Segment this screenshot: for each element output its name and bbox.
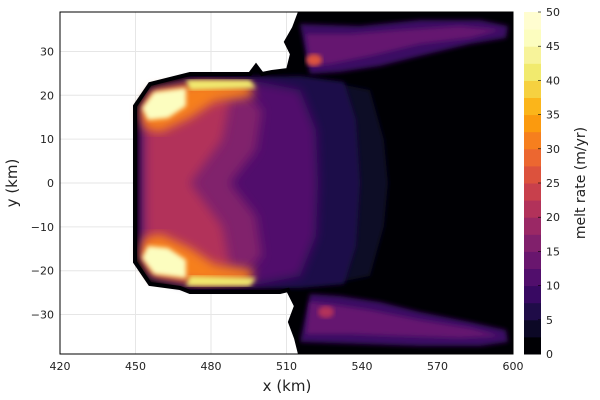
colorbar-tick-label: 0: [546, 348, 553, 361]
colorbar-segment: [524, 131, 541, 150]
colorbar-segment: [524, 63, 541, 81]
y-tick-label: 20: [40, 89, 54, 102]
colorbar-segment: [524, 114, 541, 133]
south-plume-core: [306, 302, 500, 338]
colorbar-segment: [524, 336, 541, 355]
y-tick-label: −10: [31, 221, 54, 234]
colorbar-segment: [524, 148, 541, 167]
colorbar-segment: [524, 268, 541, 287]
colorbar-segment: [524, 46, 541, 64]
y-axis-label: y (km): [3, 159, 21, 208]
colorbar-tick-label: 40: [546, 74, 560, 87]
colorbar-tick-label: 50: [546, 6, 560, 19]
x-tick-label: 600: [503, 360, 524, 373]
north-notch-spot: [306, 54, 322, 66]
south-hotspot-core: [142, 246, 186, 278]
colorbar-tick-label: 10: [546, 280, 560, 293]
shelf-interior-high: [146, 92, 230, 274]
x-tick-label: 480: [201, 360, 222, 373]
south-hotspot-ridge: [186, 276, 256, 286]
colorbar-segment: [524, 200, 541, 218]
colorbar: [524, 12, 541, 355]
colorbar-segment: [524, 12, 541, 30]
colorbar-segment: [524, 251, 541, 269]
colorbar-ticks: 0 5 10 15 20 25 30 35 40 45 50: [538, 6, 560, 361]
colorbar-segment: [524, 165, 541, 184]
x-tick-label: 570: [427, 360, 448, 373]
x-tick-label: 420: [50, 360, 71, 373]
colorbar-label: melt rate (m/yr): [573, 127, 589, 239]
y-tick-label: −20: [31, 265, 54, 278]
y-tick-label: 30: [40, 45, 54, 58]
colorbar-tick-label: 25: [546, 177, 560, 190]
colorbar-segment: [524, 217, 541, 235]
colorbar-tick-label: 20: [546, 211, 560, 224]
colorbar-segment: [524, 234, 541, 252]
x-axis-ticks: 420 450 480 510 540 570 600: [50, 360, 524, 373]
x-tick-label: 540: [352, 360, 373, 373]
south-notch-spot: [318, 306, 334, 318]
colorbar-segment: [524, 319, 541, 338]
colorbar-segment: [524, 80, 541, 98]
y-tick-label: −30: [31, 309, 54, 322]
north-hotspot-ridge: [186, 80, 256, 90]
colorbar-segment: [524, 183, 541, 201]
y-tick-label: 0: [47, 177, 54, 190]
x-tick-label: 510: [276, 360, 297, 373]
colorbar-segment: [524, 29, 541, 47]
north-hotspot-core: [142, 88, 186, 120]
colorbar-tick-label: 30: [546, 143, 560, 156]
x-axis-label: x (km): [263, 377, 312, 395]
colorbar-tick-label: 5: [546, 314, 553, 327]
colorbar-tick-label: 45: [546, 40, 560, 53]
plot-frame: [59, 11, 514, 355]
colorbar-segment: [524, 97, 541, 116]
x-tick-label: 450: [125, 360, 146, 373]
y-axis-ticks: 30 20 10 0 −10 −20 −30: [31, 45, 54, 321]
colorbar-tick-label: 35: [546, 109, 560, 122]
colorbar-tick-label: 15: [546, 245, 560, 258]
y-tick-label: 10: [40, 133, 54, 146]
north-plume-core: [306, 26, 500, 66]
colorbar-segment: [524, 302, 541, 321]
colorbar-segment: [524, 285, 541, 304]
grounding-line: [133, 12, 302, 354]
melt-rate-field: [133, 12, 513, 354]
